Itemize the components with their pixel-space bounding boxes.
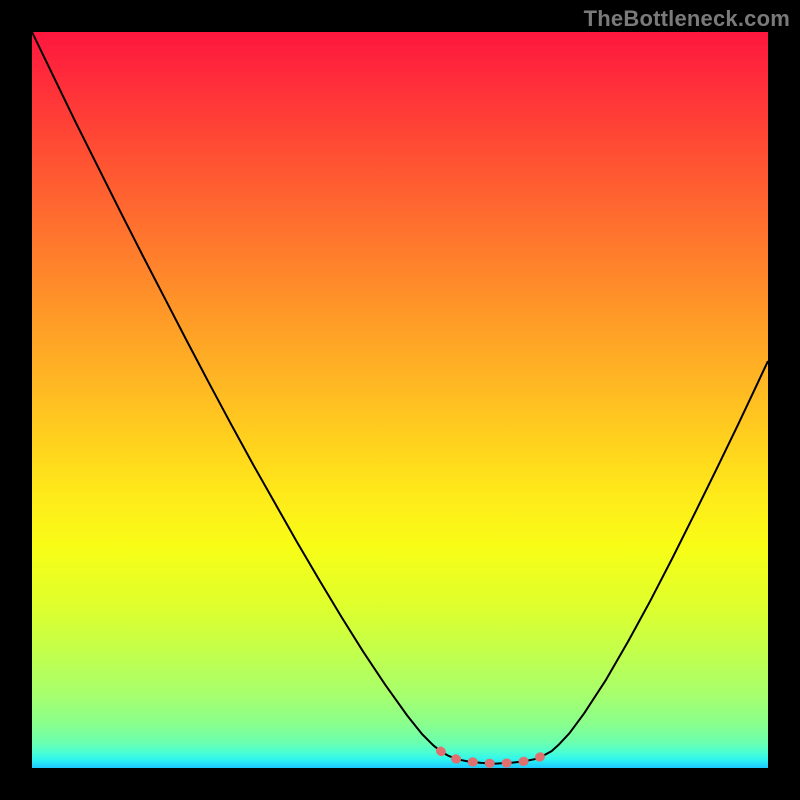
bottleneck-chart: TheBottleneck.com <box>0 0 800 800</box>
chart-svg <box>32 32 768 768</box>
plot-area <box>32 32 768 768</box>
watermark-text: TheBottleneck.com <box>584 6 790 32</box>
